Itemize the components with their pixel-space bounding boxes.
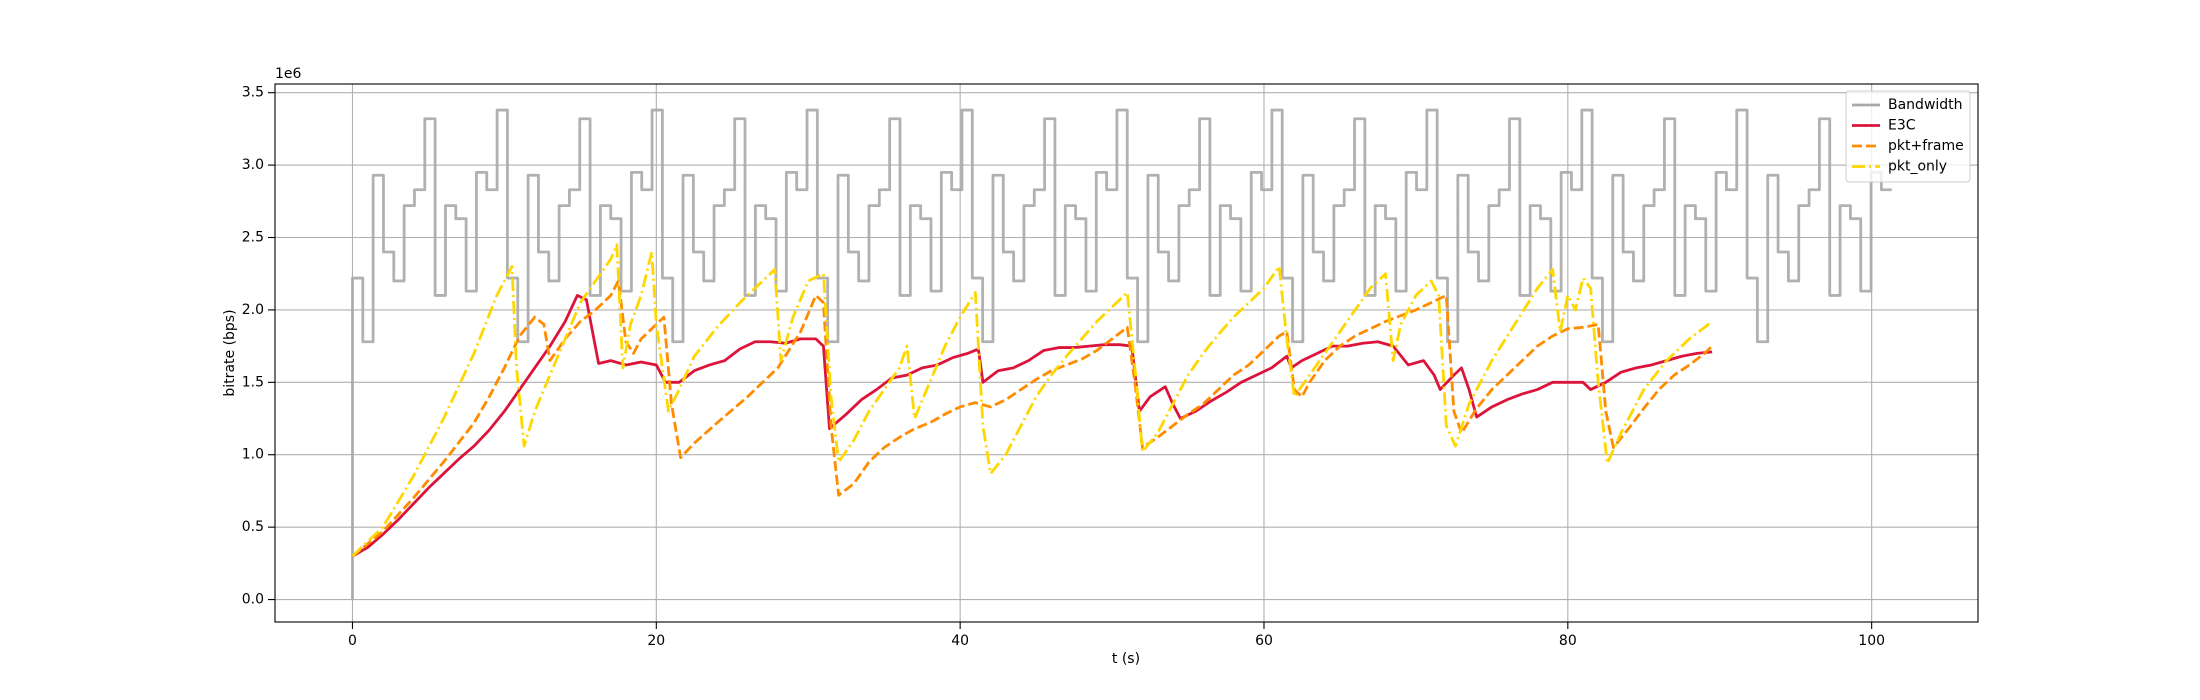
legend-label: pkt+frame [1888,138,1964,154]
y-tick-label: 0.5 [242,519,264,535]
x-tick-label: 100 [1858,633,1885,649]
x-tick-label: 40 [951,633,969,649]
legend-label: Bandwidth [1888,97,1963,113]
legend: Bandwidth E3C pkt+frame pkt_only [1845,90,1971,183]
series-line [351,243,1713,558]
y-tick-label: 0.0 [242,592,264,608]
x-tick-label: 20 [647,633,665,649]
x-axis-label: t (s) [1112,651,1140,667]
y-tick-label: 1.5 [242,374,264,390]
legend-box [1845,90,1971,183]
y-axis-label: bitrate (bps) [222,309,238,396]
series-line [351,108,1892,600]
x-tick-label: 80 [1559,633,1577,649]
series-line [351,294,1713,558]
x-tick-label: 60 [1255,633,1273,649]
y-tick-label: 1.0 [242,447,264,463]
ticks: 0 20 40 60 80 100 0.0 0.5 1.0 1.5 2.0 2.5 3.0 3.5 [242,85,1885,649]
offset-text: 1e6 [275,66,302,82]
axes-frame [274,83,1979,623]
plot-lines [351,108,1892,600]
x-tick-label: 0 [348,633,357,649]
series-line [351,279,1715,558]
y-tick-label: 3.0 [242,157,264,173]
y-tick-label: 3.5 [242,85,264,101]
y-tick-label: 2.5 [242,230,264,246]
grid [275,84,1978,622]
legend-label: E3C [1888,118,1916,134]
legend-label: pkt_only [1888,159,1947,175]
y-tick-label: 2.0 [242,302,264,318]
